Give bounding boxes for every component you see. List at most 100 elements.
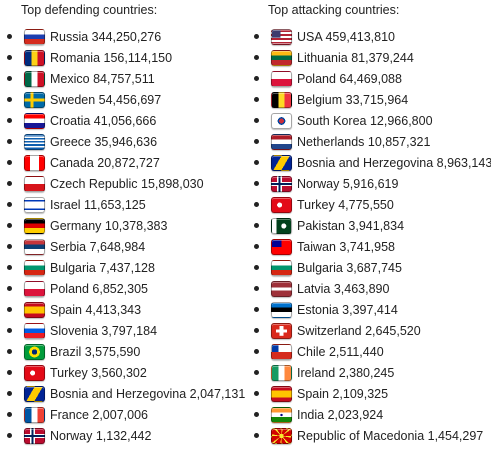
list-item: Poland 6,852,305 bbox=[7, 278, 252, 299]
country-label: Mexico 84,757,511 bbox=[50, 71, 155, 86]
bullet-icon bbox=[254, 244, 259, 249]
list-item: Latvia 3,463,890 bbox=[254, 278, 491, 299]
country-label: France 2,007,006 bbox=[50, 407, 148, 422]
flag-mexico-icon bbox=[24, 70, 45, 87]
flag-brazil-icon bbox=[24, 343, 45, 360]
bullet-icon bbox=[7, 160, 12, 165]
country-label: Poland 6,852,305 bbox=[50, 281, 149, 296]
bullet-icon bbox=[7, 370, 12, 375]
attacking-list: USA 459,413,810 Lithuania 81,379,244 Polan… bbox=[254, 26, 491, 446]
list-item: Brazil 3,575,590 bbox=[7, 341, 252, 362]
defending-list: Russia 344,250,276 Romania 156,114,150 Mex… bbox=[7, 26, 252, 446]
bullet-icon bbox=[254, 307, 259, 312]
flag-taiwan-icon bbox=[271, 238, 292, 255]
bullet-icon bbox=[254, 391, 259, 396]
bullet-icon bbox=[7, 34, 12, 39]
bullet-icon bbox=[7, 244, 12, 249]
country-label: Taiwan 3,741,958 bbox=[297, 239, 395, 254]
country-label: Netherlands 10,857,321 bbox=[297, 134, 431, 149]
country-label: Canada 20,872,727 bbox=[50, 155, 160, 170]
flag-greece-icon bbox=[24, 133, 45, 150]
list-item: Turkey 4,775,550 bbox=[254, 194, 491, 215]
country-label: Czech Republic 15,898,030 bbox=[50, 176, 204, 191]
flag-spain-icon bbox=[271, 385, 292, 402]
flag-bosnia-icon bbox=[271, 154, 292, 171]
bullet-icon bbox=[254, 349, 259, 354]
attacking-heading: Top attacking countries: bbox=[268, 3, 400, 17]
bullet-icon bbox=[254, 433, 259, 438]
list-item: Canada 20,872,727 bbox=[7, 152, 252, 173]
country-label: Bosnia and Herzegovina 2,047,131 bbox=[50, 386, 246, 401]
bullet-icon bbox=[254, 286, 259, 291]
list-item: Ireland 2,380,245 bbox=[254, 362, 491, 383]
bullet-icon bbox=[7, 181, 12, 186]
list-item: Croatia 41,056,666 bbox=[7, 110, 252, 131]
country-label: Norway 5,916,619 bbox=[297, 176, 399, 191]
flag-germany-icon bbox=[24, 217, 45, 234]
flag-estonia-icon bbox=[271, 301, 292, 318]
flag-ireland-icon bbox=[271, 364, 292, 381]
bullet-icon bbox=[7, 328, 12, 333]
bullet-icon bbox=[7, 223, 12, 228]
flag-turkey-icon bbox=[271, 196, 292, 213]
bullet-icon bbox=[254, 97, 259, 102]
bullet-icon bbox=[7, 139, 12, 144]
flag-israel-icon bbox=[24, 196, 45, 213]
flag-pakistan-icon bbox=[271, 217, 292, 234]
country-label: Greece 35,946,636 bbox=[50, 134, 158, 149]
country-label: Brazil 3,575,590 bbox=[50, 344, 141, 359]
country-label: South Korea 12,966,800 bbox=[297, 113, 433, 128]
flag-serbia-icon bbox=[24, 238, 45, 255]
country-label: Bosnia and Herzegovina 8,963,143 bbox=[297, 155, 491, 170]
list-item: Bosnia and Herzegovina 8,963,143 bbox=[254, 152, 491, 173]
flag-usa-icon bbox=[271, 28, 292, 45]
list-item: Republic of Macedonia 1,454,297 bbox=[254, 425, 491, 446]
flag-spain-icon bbox=[24, 301, 45, 318]
list-item: Mexico 84,757,511 bbox=[7, 68, 252, 89]
list-item: Israel 11,653,125 bbox=[7, 194, 252, 215]
bullet-icon bbox=[7, 307, 12, 312]
flag-latvia-icon bbox=[271, 280, 292, 297]
bullet-icon bbox=[7, 391, 12, 396]
flag-lithuania-icon bbox=[271, 49, 292, 66]
country-label: Republic of Macedonia 1,454,297 bbox=[297, 428, 484, 443]
bullet-icon bbox=[254, 223, 259, 228]
country-label: Croatia 41,056,666 bbox=[50, 113, 157, 128]
country-label: Norway 1,132,442 bbox=[50, 428, 152, 443]
list-item: South Korea 12,966,800 bbox=[254, 110, 491, 131]
list-item: France 2,007,006 bbox=[7, 404, 252, 425]
list-item: Russia 344,250,276 bbox=[7, 26, 252, 47]
list-item: Greece 35,946,636 bbox=[7, 131, 252, 152]
country-label: Spain 2,109,325 bbox=[297, 386, 389, 401]
bullet-icon bbox=[7, 265, 12, 270]
bullet-icon bbox=[7, 349, 12, 354]
bullet-icon bbox=[254, 55, 259, 60]
list-item: Germany 10,378,383 bbox=[7, 215, 252, 236]
bullet-icon bbox=[254, 328, 259, 333]
defending-heading: Top defending countries: bbox=[21, 3, 158, 17]
flag-canada-icon bbox=[24, 154, 45, 171]
flag-romania-icon bbox=[24, 49, 45, 66]
bullet-icon bbox=[7, 55, 12, 60]
list-item: Norway 1,132,442 bbox=[7, 425, 252, 446]
flag-turkey-icon bbox=[24, 364, 45, 381]
flag-chile-icon bbox=[271, 343, 292, 360]
list-item: Spain 2,109,325 bbox=[254, 383, 491, 404]
list-item: Poland 64,469,088 bbox=[254, 68, 491, 89]
bullet-icon bbox=[254, 370, 259, 375]
country-label: Ireland 2,380,245 bbox=[297, 365, 395, 380]
country-label: Pakistan 3,941,834 bbox=[297, 218, 405, 233]
flag-switzerland-icon bbox=[271, 322, 292, 339]
list-item: Turkey 3,560,302 bbox=[7, 362, 252, 383]
list-item: Estonia 3,397,414 bbox=[254, 299, 491, 320]
flag-macedonia-icon bbox=[271, 427, 292, 444]
country-label: Latvia 3,463,890 bbox=[297, 281, 390, 296]
attacking-column: Top attacking countries: USA 459,413,810… bbox=[254, 0, 491, 446]
flag-sweden-icon bbox=[24, 91, 45, 108]
bullet-icon bbox=[7, 118, 12, 123]
country-label: Lithuania 81,379,244 bbox=[297, 50, 414, 65]
flag-croatia-icon bbox=[24, 112, 45, 129]
country-label: Bulgaria 7,437,128 bbox=[50, 260, 155, 275]
list-item: Serbia 7,648,984 bbox=[7, 236, 252, 257]
list-item: Lithuania 81,379,244 bbox=[254, 47, 491, 68]
